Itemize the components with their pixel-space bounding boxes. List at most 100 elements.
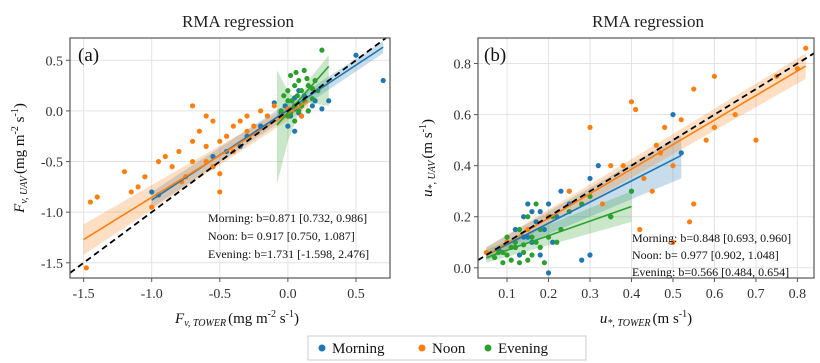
panel-b-identity-line — [477, 52, 815, 261]
panel-a-point-noon — [237, 118, 243, 124]
panel-b-point-noon — [803, 45, 809, 51]
panel-a-point-noon — [203, 113, 209, 119]
panel-a-point-evening — [296, 77, 302, 84]
panel-b-xlabel-close: ) — [687, 311, 692, 327]
legend-marker-morning — [318, 344, 326, 352]
panel-a-point-evening — [309, 96, 315, 102]
panel-b-frame — [477, 37, 815, 279]
panel-b-point-morning — [595, 163, 601, 169]
legend-label-morning: Morning — [332, 341, 385, 357]
panel-b-point-morning — [670, 111, 676, 118]
panel-b-point-evening — [491, 254, 498, 261]
panel-a-point-noon — [121, 169, 128, 175]
panel-b-point-evening — [608, 214, 614, 220]
panel-a-ylabel: Fv, UAV(mg m-2 s-1) — [10, 103, 30, 214]
panel-b-point-noon — [691, 86, 697, 92]
panel-a-xlabel-main: F — [174, 311, 185, 327]
panel-a-point-noon — [87, 199, 94, 205]
panel-a-ytick-label: -1.5 — [41, 257, 63, 272]
panel-b-point-noon — [711, 73, 718, 79]
panel-a-band-evening — [276, 55, 329, 184]
panel-a-point-noon — [162, 153, 168, 160]
panel-b-point-evening — [628, 188, 635, 194]
panel-a-point-evening — [287, 72, 294, 79]
panel-b-fit-morning — [485, 154, 682, 256]
panel-a-identity-line — [69, 37, 387, 274]
panel-a-point-noon — [251, 123, 257, 129]
panel-a-point-morning — [326, 98, 332, 104]
panel-a-point-noon — [94, 194, 100, 200]
panel-b-point-evening — [516, 260, 523, 266]
panel-a-frame — [69, 37, 391, 279]
panel-a-point-noon — [128, 189, 134, 195]
panel-a-ylabel-main: F — [12, 203, 28, 214]
panel-a: RMA regression -1.5 -1.0 -0.5 0.0 0.5 -1.5 -1… — [10, 12, 391, 329]
panel-a-point-evening — [289, 98, 295, 104]
panel-b-point-evening — [525, 257, 531, 263]
panel-b-point-evening — [500, 260, 506, 266]
panel-b-point-noon — [732, 111, 738, 118]
panel-a-xtick-label: 0.5 — [347, 287, 365, 302]
panel-b-point-morning — [558, 188, 564, 194]
panel-a-xlabel-exp2: -1 — [286, 309, 294, 320]
legend: Morning Noon Evening — [307, 335, 587, 361]
panel-b-fit-evening — [486, 205, 632, 259]
panel-a-point-evening — [298, 88, 305, 94]
panel-b-ylabel: u*, UAV(m s-1) — [418, 119, 438, 197]
panel-b-point-noon — [691, 201, 697, 207]
panel-a-point-evening — [281, 93, 287, 99]
panel-b-point-morning — [516, 252, 523, 258]
panel-b-ytick-label: 0.6 — [454, 109, 472, 124]
panel-a-xlabel-sub: v, TOWER — [184, 318, 226, 329]
panel-b-ytick-label: 0.2 — [454, 211, 472, 226]
panel-b-point-noon — [599, 201, 606, 207]
panel-b-point-evening — [529, 234, 535, 240]
panel-b-xtick-label: 0.8 — [789, 287, 807, 302]
panel-a-xlabel-unit: (mg m — [228, 311, 268, 327]
panel-a-point-noon — [189, 138, 196, 144]
panel-a-point-noon — [189, 103, 196, 109]
panel-a-point-noon — [298, 113, 305, 119]
panel-b-point-morning — [521, 214, 527, 220]
panel-b-band-evening — [486, 191, 632, 263]
panel-a-stat-noon: Noon: b= 0.917 [0.750, 1.087] — [208, 229, 355, 243]
panel-b-point-noon — [633, 106, 639, 113]
panel-b-point-morning — [545, 201, 552, 207]
panel-a-point-evening — [292, 82, 298, 89]
panel-a-point-noon — [149, 204, 155, 210]
panel-a-point-noon — [176, 148, 182, 155]
panel-b-point-evening — [504, 252, 510, 258]
panel-b-ytick-label: 0.8 — [454, 58, 472, 73]
panel-b-point-evening — [554, 239, 560, 245]
panel-a-point-evening — [305, 108, 311, 114]
legend-box — [307, 335, 587, 361]
panel-b-point-morning — [525, 234, 531, 240]
panel-b-point-noon — [753, 137, 759, 143]
panel-b-band-noon — [486, 53, 806, 261]
panel-b-stat-evening: Evening: b=0.566 [0.484, 0.654] — [632, 265, 789, 279]
panel-b-point-morning — [545, 270, 552, 276]
panel-a-band-morning — [151, 41, 384, 209]
panel-b-xtick-label: 0.2 — [540, 287, 558, 302]
panel-a-point-noon — [230, 123, 237, 129]
panel-a-ylabel-unit2: s — [12, 116, 28, 126]
panel-b-point-evening — [537, 244, 543, 250]
panel-b-label: (b) — [484, 45, 506, 66]
panel-a-ytick-label: 0.0 — [46, 105, 64, 120]
panel-a-fit-evening — [276, 65, 330, 126]
panel-b-point-morning — [537, 209, 543, 215]
panel-b-stat-morning: Morning: b=0.848 [0.693, 0.960] — [632, 231, 791, 245]
panel-b-ylabel-close: ) — [420, 119, 436, 124]
panel-a-point-morning — [149, 189, 155, 195]
panel-b-point-morning — [529, 209, 535, 215]
panel-a-point-morning — [292, 128, 298, 134]
panel-b-xtick-label: 0.3 — [581, 287, 599, 302]
panel-a-xtick-label: -1.0 — [141, 287, 163, 302]
panel-a-point-noon — [264, 113, 271, 119]
panel-b-point-morning — [537, 252, 543, 258]
panel-a-point-noon — [142, 174, 148, 180]
panel-b-point-morning — [533, 219, 539, 225]
panel-b-point-evening — [516, 226, 523, 233]
panel-b-point-noon — [703, 137, 709, 143]
panel-a-point-noon — [210, 118, 216, 124]
